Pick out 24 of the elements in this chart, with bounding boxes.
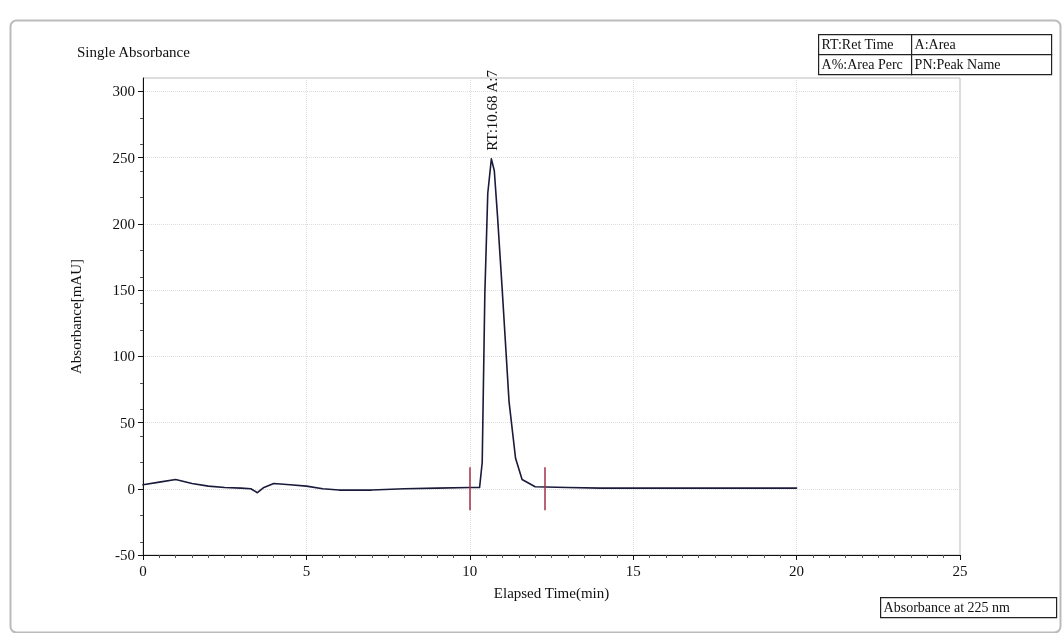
y-tick-label: 200 <box>112 215 135 232</box>
y-tick-label: 300 <box>112 83 135 100</box>
x-tick-label: 5 <box>302 562 311 579</box>
y-tick-label: 100 <box>112 348 135 365</box>
x-tick-label: 0 <box>139 562 147 579</box>
x-tick-label: 25 <box>952 562 968 579</box>
text: Absorbance at 225 nm <box>883 600 1011 616</box>
x-axis-title: Elapsed Time(min) <box>493 584 610 602</box>
y-tick-label: 0 <box>127 480 135 497</box>
y-tick-label: 250 <box>112 149 135 166</box>
text: A:Area <box>914 37 957 53</box>
x-tick-label: 15 <box>625 562 641 579</box>
y-tick-label: 50 <box>120 414 135 431</box>
text: RT:Ret Time <box>821 37 894 53</box>
text: PN:Peak Name <box>914 57 1001 73</box>
text: A%:Area Perc <box>821 57 903 73</box>
line-series <box>142 158 798 494</box>
x-tick-label: 20 <box>789 562 805 579</box>
annotation: RT:10.68 A:7 <box>484 69 501 151</box>
chart-title: Single Absorbance <box>77 43 191 60</box>
x-tick-label: 10 <box>462 562 478 579</box>
y-tick-label: 150 <box>112 282 135 298</box>
y-axis-title: Absorbance[mAU] <box>67 259 84 374</box>
y-tick-label: -50 <box>115 547 135 563</box>
